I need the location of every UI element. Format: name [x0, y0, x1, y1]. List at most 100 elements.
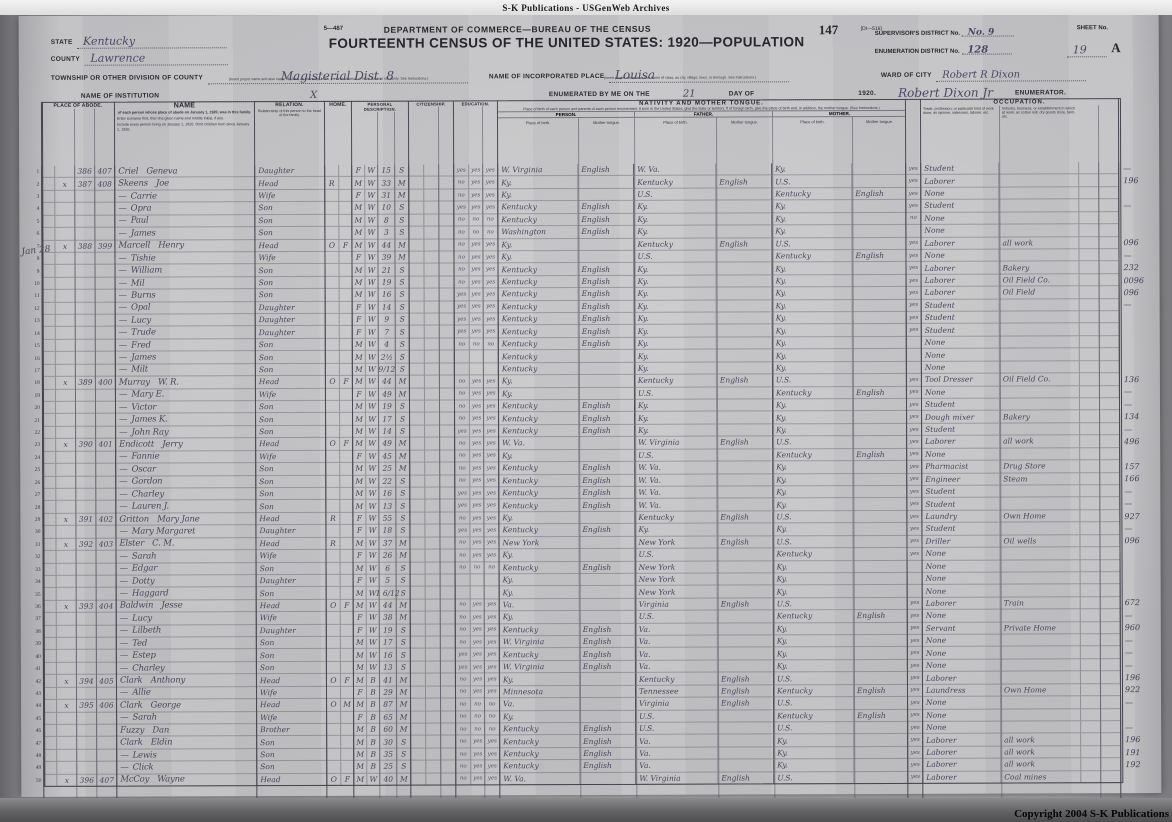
cell-sex: F: [353, 686, 368, 699]
cell-relation: Head: [256, 599, 327, 613]
cell-english: [906, 361, 922, 375]
cell-home-owned: [327, 711, 342, 724]
cell-tongue: English: [579, 660, 636, 674]
cell-family: [96, 687, 118, 700]
cell-mortgage: [340, 475, 354, 488]
row-number: 16: [27, 352, 43, 365]
cell-mother-birthplace: Ky.: [773, 647, 854, 661]
cell-street: [44, 712, 58, 725]
copyright-text: Copyright 2004 S-K Publications: [1014, 808, 1169, 820]
cell-marital: M: [395, 388, 410, 401]
cell-home-owned: [325, 164, 340, 178]
cell-marital: M: [396, 437, 411, 451]
cell-father-birthplace: Va.: [636, 747, 719, 761]
cell-write: no: [485, 723, 501, 736]
cell-read: yes: [470, 499, 485, 513]
cell-school: no: [455, 537, 471, 550]
cell-english: yes: [908, 771, 924, 784]
cell-family: [95, 252, 116, 266]
cell-tongue: English: [578, 201, 635, 214]
cell-home-owned: [325, 326, 340, 339]
cell-birthplace: Kentucky: [498, 350, 579, 364]
cell-name: — Oscar: [116, 463, 257, 477]
cell-farm-schedule: [1099, 360, 1120, 374]
cell-naturalization-year: [440, 487, 456, 500]
cell-employer: [1080, 559, 1101, 573]
row-number: 18: [27, 377, 43, 390]
cell-naturalization-year: [439, 325, 455, 339]
cell-race: W: [365, 251, 379, 265]
cell-race: W: [365, 226, 379, 240]
cell-immigration: [409, 400, 426, 414]
page-stamp-number: 147: [818, 22, 839, 38]
cell-read: yes: [470, 524, 485, 538]
cell-race: B: [367, 736, 381, 749]
cell-occupation: None: [921, 348, 1000, 362]
cell-write: yes: [484, 412, 500, 426]
cell-birthplace: Ky.: [498, 188, 579, 202]
cell-mother-tongue: English: [852, 249, 907, 263]
cell-name: Elster C. M.: [116, 537, 257, 551]
cell-school: [454, 350, 470, 364]
cell-mother-birthplace: Ky.: [773, 423, 854, 437]
cell-father-tongue: [716, 312, 773, 326]
cell-father-tongue: English: [718, 697, 775, 711]
cell-farm-schedule: [1100, 410, 1121, 424]
cell-write: yes: [483, 238, 499, 252]
cell-farm-schedule: [1099, 323, 1120, 337]
cell-birthplace: Kentucky: [499, 648, 580, 662]
cell-employer: [1080, 609, 1101, 622]
cell-race: W: [366, 624, 380, 637]
cell-name: Clark Eldin: [117, 736, 258, 750]
cell-family: [95, 227, 116, 241]
cell-home-owned: O: [327, 773, 342, 787]
cell-mother-tongue: [853, 585, 908, 598]
cell-mortgage: [339, 388, 353, 401]
cell-tongue: [579, 511, 636, 525]
cell-school: [455, 586, 471, 600]
cell-write: yes: [484, 487, 500, 500]
cell-occupation: Laborer: [921, 286, 1000, 300]
cell-occupation: Laborer: [922, 597, 1001, 611]
cell-immigration: [409, 263, 425, 277]
cell-sex: F: [352, 388, 366, 401]
cell-read: yes: [469, 238, 484, 252]
cell-relation: Wife: [256, 450, 327, 464]
cell-write: [484, 574, 500, 587]
cell-home-owned: O: [325, 376, 340, 389]
cell-margin-number: —: [1123, 399, 1133, 409]
cell-mark: x: [57, 774, 78, 787]
cell-industry: all work: [1001, 758, 1082, 772]
cell-name: — Charley: [116, 488, 257, 502]
row-number: 9: [27, 265, 43, 278]
cell-occupation: None: [921, 361, 1000, 375]
cell-industry: Bakery: [1000, 410, 1081, 424]
cell-english: yes: [906, 311, 922, 325]
cell-tongue: [579, 685, 637, 699]
cell-school: no: [454, 189, 470, 202]
cell-dwelling: [75, 364, 96, 377]
cell-school: yes: [455, 648, 471, 662]
cell-mortgage: [340, 425, 354, 439]
cell-family: [96, 650, 117, 663]
cell-write: yes: [484, 536, 500, 550]
cell-mother-tongue: [852, 200, 907, 213]
cell-dwelling: 387: [75, 178, 96, 191]
cell-margin-number: 192: [1125, 760, 1141, 770]
institution-label: NAME OF INSTITUTION: [80, 92, 160, 100]
cell-tongue: [579, 673, 636, 686]
cell-mother-birthplace: Ky.: [773, 411, 854, 425]
cell-street: [43, 613, 57, 626]
cell-school: no: [456, 710, 472, 724]
cell-naturalized: [425, 425, 441, 438]
cell-home-owned: [325, 338, 340, 352]
cell-mother-birthplace: U.S.: [773, 597, 854, 611]
cell-father-birthplace: Kentucky: [634, 374, 717, 388]
cell-margin-number: —: [1124, 499, 1133, 509]
cell-tongue: [579, 573, 636, 587]
cell-relation: Wife: [256, 686, 328, 700]
cell-occupation: None: [921, 224, 1000, 238]
cell-marital: M: [397, 711, 412, 724]
sheet-letter: A: [1111, 40, 1121, 56]
cell-margin-number: [1121, 547, 1139, 559]
